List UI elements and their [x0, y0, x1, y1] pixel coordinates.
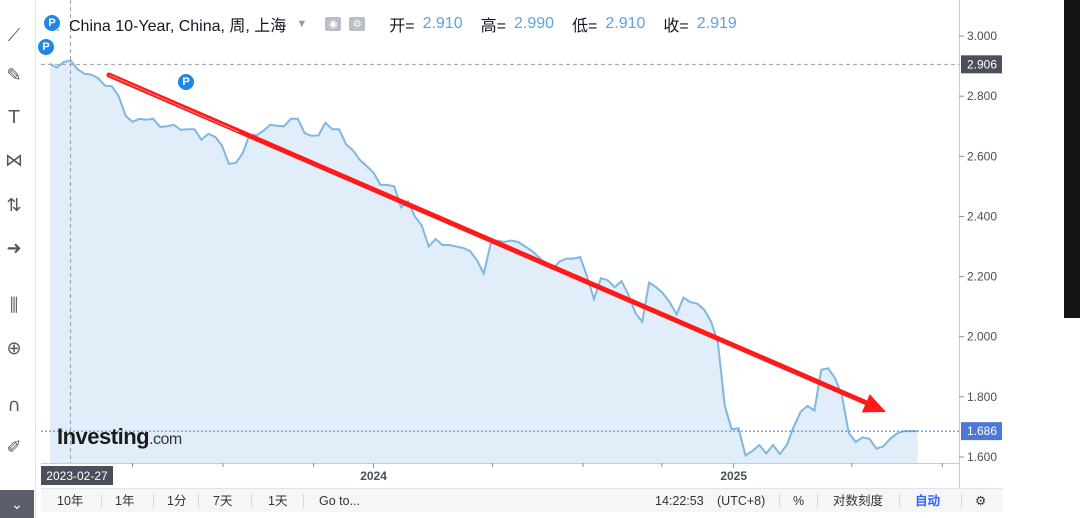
price-line — [49, 59, 918, 458]
candles-icon[interactable]: ⫼ — [9, 294, 19, 316]
price-area-fill — [49, 60, 918, 464]
range-10y-button[interactable]: 10年 — [57, 494, 84, 508]
investing-logo: Investing.com — [57, 424, 182, 449]
expand-toolbar-icon[interactable]: ⌄ — [0, 490, 34, 518]
settings-gear-icon[interactable]: ⚙ — [975, 494, 987, 508]
trend-arrow-head — [861, 394, 886, 413]
goto-button[interactable]: Go to... — [319, 494, 360, 508]
range-1d-button[interactable]: 1天 — [268, 494, 288, 508]
zoom-in-icon[interactable]: ⊕ — [6, 337, 22, 359]
low-label: 低= — [572, 18, 598, 35]
range-1min-button[interactable]: 1分 — [167, 494, 187, 508]
crosshair-price-label: 2.906 — [967, 57, 997, 71]
event-marker[interactable]: P — [177, 73, 195, 91]
log-scale-toggle[interactable]: 对数刻度 — [833, 494, 884, 508]
price-chart[interactable]: 3.000 2.800 2.600 2.400 2.200 2.000 1.800 1.600… — [41, 0, 1003, 490]
settings-icon[interactable]: ⚙ — [349, 17, 366, 31]
open-label: 开= — [389, 18, 415, 35]
y-tick-label: 1.600 — [967, 450, 997, 464]
y-tick-label: 2.200 — [967, 270, 997, 284]
brush-tool-icon[interactable]: ✎ — [6, 64, 22, 86]
event-marker[interactable]: P — [37, 38, 55, 56]
y-tick-label: 3.000 — [967, 29, 997, 43]
y-tick-label: 2.800 — [967, 89, 997, 103]
clock-time: 14:22:53 — [655, 494, 704, 508]
lock-pencil-icon[interactable]: ✐ — [6, 436, 22, 458]
pattern-tool-icon[interactable]: ⋈ — [5, 149, 23, 171]
chart-area[interactable]: 3.000 2.800 2.600 2.400 2.200 2.000 1.800 1.600… — [41, 0, 1003, 490]
dark-edge — [1064, 0, 1080, 318]
event-marker[interactable]: P — [43, 14, 61, 32]
crosshair-date-bg — [41, 466, 113, 485]
y-tick-label: 2.000 — [967, 330, 997, 344]
chevron-down-icon[interactable]: ▼ — [296, 18, 308, 30]
range-1y-button[interactable]: 1年 — [115, 494, 135, 508]
crosshair-price-bg — [961, 55, 1002, 74]
close-value: 2.919 — [696, 15, 737, 32]
fib-tool-icon[interactable]: ⇅ — [6, 194, 22, 216]
y-tick-label: 1.800 — [967, 390, 997, 404]
drawing-toolbar: ⟋ ✎ T ⋈ ⇅ ➜ ⫼ ⊕ ∩ ✐ ⌄ — [0, 0, 36, 518]
last-price-label: 1.686 — [967, 424, 997, 438]
close-label: 收= — [663, 18, 689, 35]
right-margin — [1003, 0, 1064, 518]
trend-line-tool-icon[interactable]: ⟋ — [7, 24, 21, 46]
chart-legend: China 10-Year, China, 周, 上海 ▼ ◉ ⚙ 开= 2.91… — [48, 12, 747, 36]
trend-arrow-thin-start — [108, 74, 240, 133]
auto-scale-toggle[interactable]: 自动 — [915, 494, 941, 508]
y-tick-label: 2.600 — [967, 149, 997, 163]
x-tick-label: 2024 — [360, 469, 387, 483]
y-tick-label: 2.400 — [967, 209, 997, 223]
low-value: 2.910 — [605, 15, 646, 32]
crosshair-date-label: 2023-02-27 — [46, 469, 108, 483]
magnet-icon[interactable]: ∩ — [7, 394, 21, 416]
visibility-icon[interactable]: ◉ — [325, 17, 342, 31]
open-value: 2.910 — [422, 15, 463, 32]
x-tick-label: 2025 — [720, 469, 747, 483]
last-price-bg — [961, 422, 1002, 441]
range-7d-button[interactable]: 7天 — [213, 494, 233, 508]
text-tool-icon[interactable]: T — [8, 106, 20, 128]
symbol-title[interactable]: China 10-Year, China, 周, 上海 — [69, 18, 287, 35]
back-arrow-icon[interactable]: ➜ — [6, 237, 22, 259]
bottom-toolbar: 10年 1年 1分 7天 1天 Go to... 14:22:53 (UTC+8… — [41, 488, 1003, 512]
high-label: 高= — [480, 18, 506, 35]
timezone-button[interactable]: (UTC+8) — [717, 494, 766, 508]
high-value: 2.990 — [513, 15, 555, 32]
trend-arrow-line — [106, 72, 879, 410]
percent-toggle[interactable]: % — [793, 494, 805, 508]
